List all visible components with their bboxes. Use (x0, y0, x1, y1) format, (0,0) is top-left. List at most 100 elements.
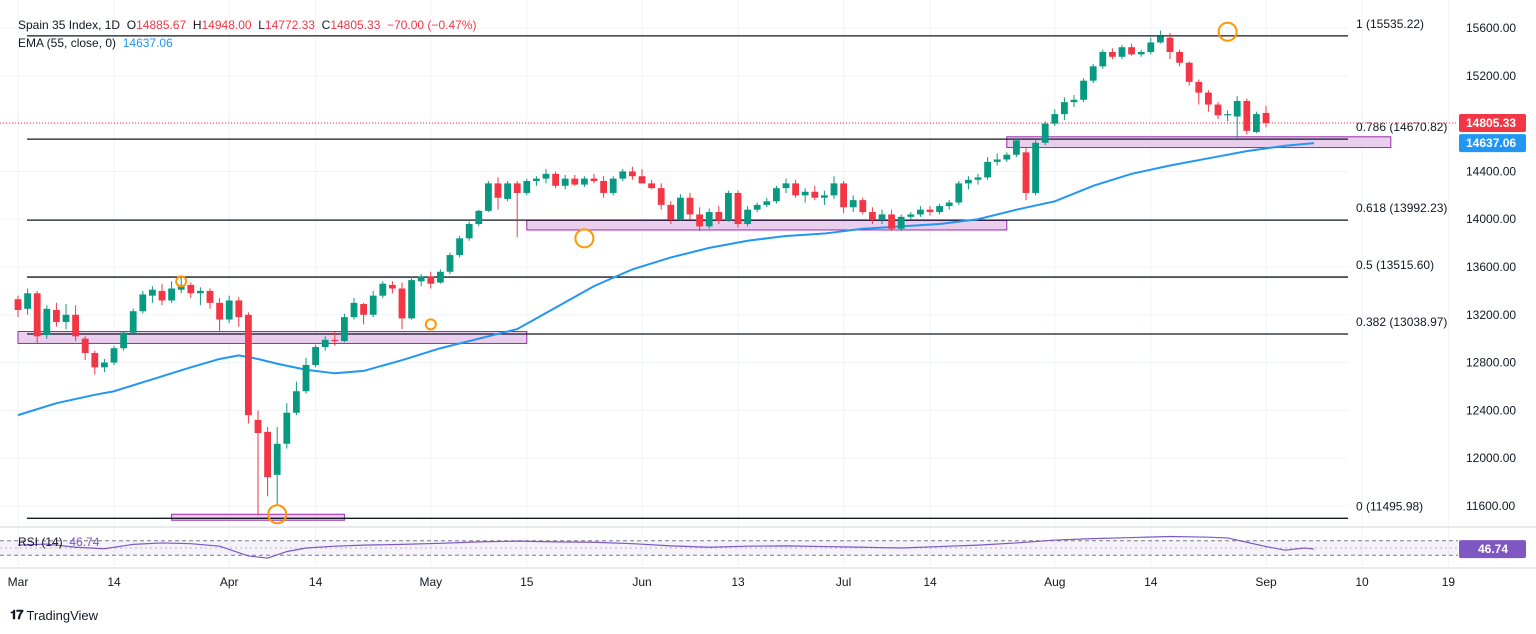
candle-body (341, 317, 348, 342)
rsi-line (17, 535, 1315, 559)
x-axis-tick: 14 (923, 575, 937, 589)
ema-line (17, 142, 1315, 417)
candle-body (897, 216, 905, 229)
close-label: C (321, 18, 331, 32)
candle-body (389, 284, 396, 289)
candle-body (830, 183, 838, 196)
fib-level-label: 0 (11495.98) (1356, 499, 1423, 513)
interval[interactable]: 1D (104, 18, 121, 32)
candle-body (629, 171, 636, 177)
x-axis-tick: 19 (1442, 575, 1456, 589)
rsi-legend[interactable]: RSI (14) 46.74 (18, 535, 99, 549)
candle-body (993, 159, 1001, 162)
tradingview-logo[interactable]: 𝟏𝟕 TradingView (10, 607, 98, 623)
x-axis-tick: Sep (1255, 575, 1277, 589)
candle-body (561, 178, 569, 186)
chart-canvas[interactable]: 1 (15535.22) 0.786 (14670.82) 0.618 (13992… (0, 0, 1536, 600)
ema-legend[interactable]: EMA (55, close, 0) 14637.06 (18, 36, 173, 50)
candle-body (619, 171, 627, 179)
ema-label: EMA (55, close, 0) (18, 36, 117, 50)
candle-body (158, 290, 166, 301)
y-axis-tick: 14000.00 (1466, 212, 1516, 226)
candle-body (1262, 112, 1270, 124)
candle-body (331, 339, 339, 342)
brand-name: TradingView (26, 607, 99, 623)
candle-body (657, 188, 665, 205)
candle-body (859, 200, 867, 213)
y-axis-tick: 14400.00 (1466, 164, 1516, 178)
x-axis-tick: 10 (1355, 575, 1369, 589)
candle-body (542, 173, 550, 179)
candle-body (725, 192, 732, 221)
candle-body (1003, 154, 1011, 160)
candle-body (408, 280, 415, 319)
x-axis-tick: 14 (309, 575, 323, 589)
candle-body (744, 209, 751, 224)
candle-body (523, 181, 531, 193)
candle-body (206, 290, 214, 303)
candle-body (33, 293, 41, 337)
x-axis-tick: 14 (107, 575, 121, 589)
candle-body (120, 332, 127, 349)
candle-body (1118, 47, 1126, 57)
candle-body (264, 431, 271, 478)
candle-body (1041, 123, 1049, 143)
candle-body (715, 212, 723, 221)
candle-body (907, 214, 915, 217)
support-zone (17, 331, 528, 344)
candle-body (821, 195, 828, 198)
y-axis-tick: 12800.00 (1466, 356, 1516, 370)
candle-body (1051, 114, 1059, 124)
rsi-value-text: 46.74 (69, 535, 100, 549)
swing-point-circle (1217, 21, 1238, 42)
low-label: L (258, 18, 265, 32)
candle-body (705, 212, 713, 227)
candle-body (734, 192, 742, 224)
y-axis-tick: 12400.00 (1466, 403, 1516, 417)
candle-body (273, 443, 281, 475)
y-axis-tick: 12000.00 (1466, 451, 1516, 465)
candle-body (1022, 152, 1030, 193)
ema-price-tag (1459, 134, 1526, 153)
candle-body (1166, 37, 1174, 52)
candle-body (1253, 114, 1260, 133)
y-axis-tick: 13600.00 (1466, 260, 1516, 274)
candle-body (513, 183, 521, 193)
y-axis-tick: 15600.00 (1466, 21, 1516, 35)
x-axis-tick: 15 (520, 575, 534, 589)
candle-body (465, 224, 473, 239)
candle-body (1176, 52, 1183, 63)
ema-price-value: 14637.06 (1466, 136, 1516, 150)
candle-body (379, 283, 387, 296)
tradingview-logo-icon: 𝟏𝟕 (10, 607, 24, 622)
candle-body (1205, 92, 1212, 105)
candle-body (667, 204, 675, 220)
x-axis-tick: Apr (220, 575, 239, 589)
candle-body (72, 314, 79, 337)
fib-level-label: 0.5 (13515.60) (1356, 258, 1434, 272)
fib-level-label: 1 (15535.22) (1356, 17, 1424, 31)
symbol-ohlc-header: Spain 35 Index, 1D O14885.67 H14948.00 L… (18, 18, 477, 32)
symbol-name[interactable]: Spain 35 Index (18, 18, 99, 32)
candle-body (773, 188, 780, 202)
candle-body (1089, 66, 1097, 81)
last-price-tag (1459, 114, 1526, 133)
candle-body (926, 209, 934, 213)
x-axis-tick: Jun (632, 575, 651, 589)
x-axis-tick: Aug (1044, 575, 1065, 589)
fib-level-label: 0.786 (14670.82) (1356, 120, 1447, 134)
candle-body (1109, 52, 1116, 57)
candle-body (849, 200, 857, 208)
close-value: 14805.33 (330, 18, 381, 32)
candle-body (302, 364, 310, 392)
high-value: 14948.00 (201, 18, 252, 32)
candle-body (101, 362, 108, 368)
x-axis-tick: 14 (1144, 575, 1158, 589)
candle-body (360, 304, 367, 315)
candle-body (1032, 142, 1039, 193)
rsi-value-tag (1459, 540, 1526, 559)
candle-body (955, 183, 963, 203)
change-value: −70.00 (−0.47%) (387, 18, 477, 32)
candle-body (753, 204, 761, 210)
candle-body (792, 183, 799, 196)
